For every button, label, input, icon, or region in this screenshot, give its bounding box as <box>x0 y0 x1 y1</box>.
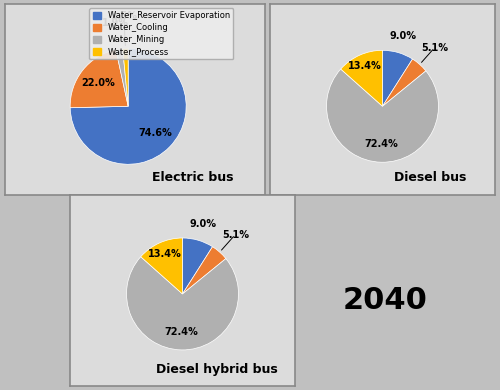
Wedge shape <box>126 257 238 350</box>
Wedge shape <box>382 59 426 106</box>
Wedge shape <box>340 50 382 106</box>
Wedge shape <box>70 48 186 164</box>
Wedge shape <box>182 238 212 294</box>
Legend: Water_Reservoir Evaporation, Water_Cooling, Water_Mining, Water_Process: Water_Reservoir Evaporation, Water_Cooli… <box>90 8 233 60</box>
Wedge shape <box>182 247 226 294</box>
Text: 13.4%: 13.4% <box>148 249 182 259</box>
Text: 1.5%: 1.5% <box>110 11 138 21</box>
Text: 5.1%: 5.1% <box>222 230 249 239</box>
Text: 5.1%: 5.1% <box>421 43 448 53</box>
Text: 72.4%: 72.4% <box>165 327 198 337</box>
Wedge shape <box>326 69 438 162</box>
Wedge shape <box>70 50 128 108</box>
Text: 74.6%: 74.6% <box>138 128 172 138</box>
Wedge shape <box>140 238 182 294</box>
Text: 9.0%: 9.0% <box>390 32 416 41</box>
Text: 13.4%: 13.4% <box>348 62 382 71</box>
Text: Diesel hybrid bus: Diesel hybrid bus <box>156 363 278 376</box>
Text: 9.0%: 9.0% <box>190 219 216 229</box>
Text: 72.4%: 72.4% <box>365 139 398 149</box>
Text: 2040: 2040 <box>343 285 428 315</box>
Wedge shape <box>382 50 412 106</box>
Wedge shape <box>122 48 128 106</box>
Text: Electric bus: Electric bus <box>152 172 234 184</box>
Text: 22.0%: 22.0% <box>82 78 116 88</box>
Text: Diesel bus: Diesel bus <box>394 172 466 184</box>
Wedge shape <box>116 48 128 106</box>
Text: 1.9%: 1.9% <box>102 18 129 28</box>
